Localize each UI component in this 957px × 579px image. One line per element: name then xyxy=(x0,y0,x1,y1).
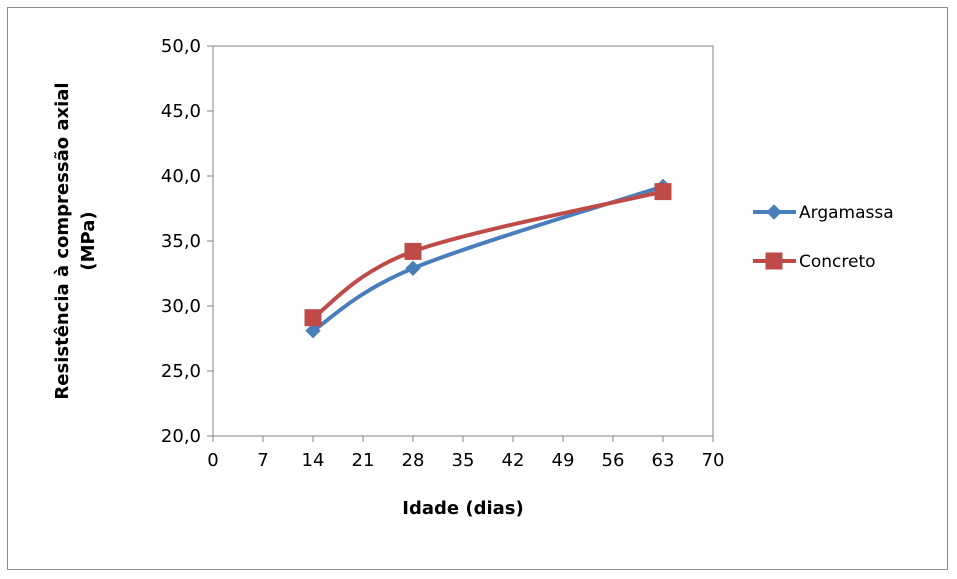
series-line xyxy=(311,189,665,320)
y-tick-label: 30,0 xyxy=(161,296,201,317)
x-axis-ticks: 0 7 14 21 28 35 42 49 56 63 70 xyxy=(207,436,724,471)
legend-label: Concreto xyxy=(799,252,876,272)
chart-frame: 20,0 25,0 30,0 35,0 40,0 45,0 50,0 0 7 14 21 28 35 4… xyxy=(7,7,948,570)
y-axis-title-line2: (MPa) xyxy=(78,211,99,270)
legend-marker-diamond xyxy=(766,204,782,220)
y-tick-label: 40,0 xyxy=(161,166,201,187)
x-tick-label: 35 xyxy=(452,450,475,471)
data-point-diamond xyxy=(405,260,421,277)
x-tick-label: 14 xyxy=(302,450,325,471)
x-tick-label: 7 xyxy=(257,450,268,471)
series-concreto xyxy=(304,183,672,327)
y-tick-label: 45,0 xyxy=(161,101,201,122)
plot-area xyxy=(212,45,714,437)
x-tick-label: 49 xyxy=(552,450,575,471)
y-tick-label: 20,0 xyxy=(161,426,201,447)
y-axis-title-line1: Resistência à compressão axial xyxy=(52,82,73,399)
legend: Argamassa Concreto xyxy=(753,203,894,272)
x-tick-label: 63 xyxy=(652,450,675,471)
data-point-square xyxy=(404,242,422,260)
series-layer xyxy=(304,178,672,339)
x-axis-title: Idade (dias) xyxy=(402,498,523,519)
x-tick-label: 28 xyxy=(402,450,425,471)
y-axis-ticks: 20,0 25,0 30,0 35,0 40,0 45,0 50,0 xyxy=(161,36,213,447)
line-chart: 20,0 25,0 30,0 35,0 40,0 45,0 50,0 0 7 14 21 28 35 4… xyxy=(52,36,894,519)
x-tick-label: 0 xyxy=(207,450,218,471)
x-tick-label: 70 xyxy=(702,450,725,471)
data-point-diamond xyxy=(305,322,321,339)
y-tick-label: 35,0 xyxy=(161,231,201,252)
legend-marker-square xyxy=(765,252,783,270)
x-tick-label: 21 xyxy=(352,450,375,471)
x-tick-label: 56 xyxy=(602,450,625,471)
data-point-square xyxy=(654,183,672,201)
y-tick-label: 50,0 xyxy=(161,36,201,57)
legend-label: Argamassa xyxy=(799,203,894,223)
y-tick-label: 25,0 xyxy=(161,361,201,382)
legend-item: Concreto xyxy=(753,252,876,272)
data-point-square xyxy=(304,309,322,327)
legend-item: Argamassa xyxy=(753,203,894,223)
x-tick-label: 42 xyxy=(502,450,525,471)
